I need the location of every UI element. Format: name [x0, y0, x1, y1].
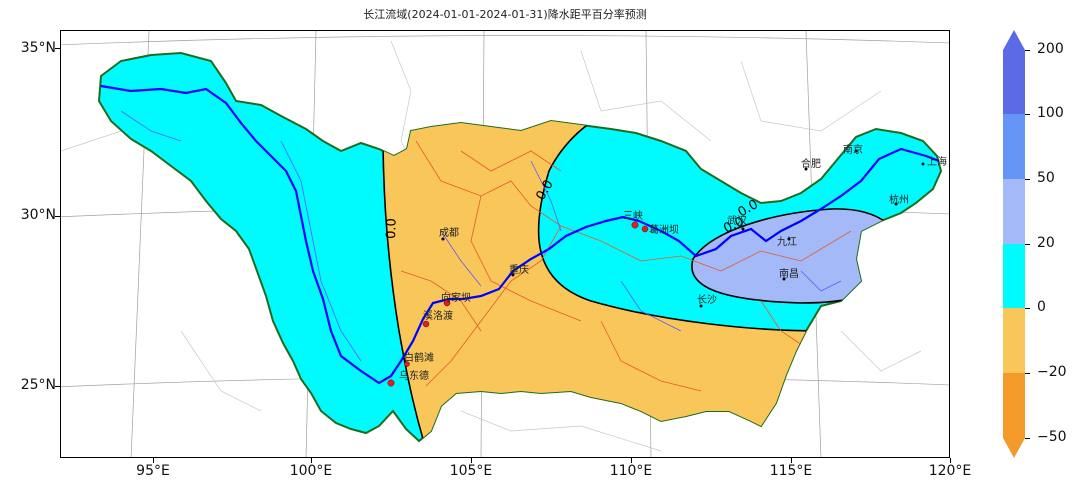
city-label-wudongde: 乌东德 — [399, 369, 429, 382]
city-dot-changsha — [699, 304, 703, 308]
city-label-shanghai: 上海 — [927, 155, 947, 168]
city-label-wuhan: 武汉 — [727, 214, 747, 227]
lon-tick-110 — [631, 458, 632, 463]
tributaries — [120, 110, 842, 362]
lat-label-35: 35°N — [20, 40, 56, 56]
city-dot-hangzhou — [894, 202, 898, 206]
city-dot-chongqing — [511, 273, 515, 277]
lat-tick-25 — [55, 386, 60, 387]
city-dot-nanjing — [854, 149, 858, 153]
colorbar-label-100: 100 — [1037, 105, 1064, 121]
city-dot-chengdu — [441, 237, 445, 241]
colorbar-bin-neg50-neg20 — [1003, 373, 1025, 438]
colorbar-label-neg50: −50 — [1037, 429, 1067, 445]
city-label-sanxia: 三峡 — [623, 209, 643, 222]
station-dot-xiangjiaba — [443, 299, 451, 307]
lon-label-95: 95°E — [136, 463, 170, 479]
colorbar-tick-neg20 — [1025, 373, 1030, 374]
city-label-nanchang: 南昌 — [779, 267, 799, 280]
colorbar-label-50: 50 — [1037, 170, 1055, 186]
city-label-chongqing: 重庆 — [509, 263, 529, 276]
colorbar-tick-200 — [1025, 50, 1030, 51]
colorbar-bin-50-100 — [1003, 114, 1025, 179]
colorbar-tick-100 — [1025, 114, 1030, 115]
lat-tick-30 — [55, 216, 60, 217]
colorbar-bin-100-200 — [1003, 50, 1025, 114]
lat-tick-35 — [55, 48, 60, 49]
city-dot-shanghai — [921, 162, 925, 166]
city-label-hangzhou: 杭州 — [889, 193, 909, 206]
colorbar-tick-neg50 — [1025, 438, 1030, 439]
colorbar-bin-0-20 — [1003, 244, 1025, 308]
city-dot-jiujiang — [787, 237, 791, 241]
yangtze-basin-map: 0.0 0.0 0.0 0.0 成都 重庆 向家坝 — [61, 31, 949, 457]
colorbar-bin-20-50 — [1003, 179, 1025, 244]
colorbar-label-200: 200 — [1037, 41, 1064, 57]
lat-label-25: 25°N — [20, 377, 56, 393]
colorbar-label-0: 0 — [1037, 299, 1046, 315]
lon-tick-95 — [153, 458, 154, 463]
lon-tick-120 — [950, 458, 951, 463]
city-label-xiluodu: 溪洛渡 — [423, 309, 453, 322]
city-label-chengdu: 成都 — [439, 227, 459, 239]
city-label-changsha: 长沙 — [697, 294, 717, 306]
lon-tick-100 — [311, 458, 312, 463]
colorbar-label-20: 20 — [1037, 235, 1055, 251]
colorbar-top-arrow — [1003, 30, 1025, 50]
city-label-gezhouba: 葛洲坝 — [649, 223, 679, 236]
lon-label-105: 105°E — [449, 463, 493, 479]
city-dots — [441, 149, 925, 308]
map-title: 长江流域(2024-01-01-2024-01-31)降水距平百分率预测 — [363, 8, 647, 21]
colorbar-tick-0 — [1025, 308, 1030, 309]
province-boundaries — [400, 140, 852, 392]
city-label-baihetan: 白鹤滩 — [404, 351, 434, 364]
station-dot-sanxia — [631, 221, 639, 229]
lon-label-115: 115°E — [769, 463, 813, 479]
city-dot-nanchang — [782, 277, 786, 281]
yangtze-main-river — [100, 84, 940, 385]
colorbar-tick-50 — [1025, 179, 1030, 180]
station-dot-baihetan — [404, 361, 410, 367]
station-dot-gezhouba — [641, 225, 649, 233]
station-dot-xiluodu — [422, 320, 430, 328]
lon-tick-105 — [471, 458, 472, 463]
city-dot-hefei — [804, 167, 808, 171]
lon-label-110: 110°E — [609, 463, 653, 479]
city-label-xiangjiaba: 向家坝 — [441, 291, 471, 304]
colorbar-label-neg20: −20 — [1037, 364, 1067, 380]
city-label-nanjing: 南京 — [843, 143, 863, 156]
lon-label-120: 120°E — [928, 463, 972, 479]
hydro-stations — [387, 221, 649, 387]
contour-label-west: 0.0 — [384, 218, 400, 239]
lon-label-100: 100°E — [289, 463, 333, 479]
colorbar-tick-20 — [1025, 244, 1030, 245]
colorbar-bottom-arrow — [1003, 438, 1025, 458]
lat-label-30: 30°N — [20, 207, 56, 223]
colorbar-bin-neg20-0 — [1003, 308, 1025, 373]
station-dot-wudongde — [387, 379, 395, 387]
lon-tick-115 — [791, 458, 792, 463]
negative-anomaly-region — [382, 53, 822, 441]
city-label-jiujiang: 九江 — [777, 236, 797, 248]
city-dot-wuhan — [741, 227, 745, 231]
map-panel[interactable]: 0.0 0.0 0.0 0.0 成都 重庆 向家坝 — [60, 30, 950, 458]
city-label-hefei: 合肥 — [801, 157, 821, 170]
colorbar — [1003, 30, 1025, 458]
